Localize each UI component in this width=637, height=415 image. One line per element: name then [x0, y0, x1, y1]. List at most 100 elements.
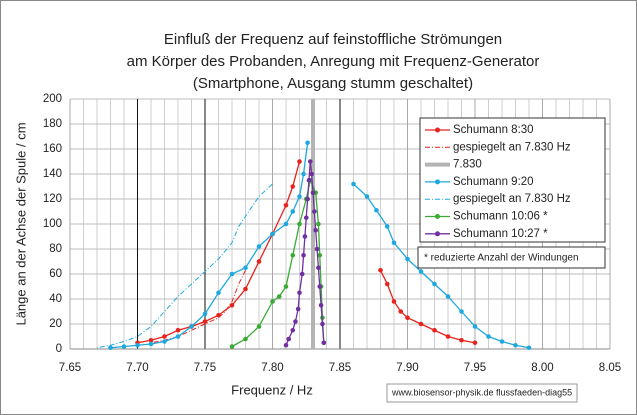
legend-label: Schumann 10:06 * — [453, 211, 548, 223]
y-tick-label: 140 — [43, 168, 62, 180]
data-point — [162, 334, 167, 339]
data-point — [283, 221, 289, 227]
data-point — [351, 181, 356, 187]
x-tick-label: 7.65 — [59, 362, 81, 374]
data-point — [472, 340, 478, 346]
data-point — [295, 306, 301, 312]
data-point — [301, 171, 306, 177]
data-point — [308, 159, 313, 164]
data-point — [121, 344, 127, 349]
data-point — [321, 340, 327, 346]
data-point — [290, 252, 296, 258]
legend-label: gespiegelt an 7.830 Hz — [453, 193, 571, 205]
data-point — [297, 194, 302, 199]
y-tick-label: 40 — [49, 293, 62, 305]
data-point — [108, 345, 113, 351]
data-point — [391, 299, 397, 304]
annotation-box — [417, 246, 606, 269]
data-point — [405, 256, 410, 262]
series-line — [231, 178, 325, 348]
data-point — [229, 302, 235, 308]
data-point — [276, 294, 282, 299]
data-point — [243, 336, 248, 342]
y-tick-label: 100 — [43, 218, 62, 230]
data-point — [316, 265, 321, 271]
legend-label: gespiegelt an 7.830 Hz — [453, 141, 571, 153]
source-box — [386, 383, 578, 403]
data-point — [513, 342, 518, 348]
data-point — [135, 342, 140, 348]
y-tick-label: 120 — [43, 193, 62, 205]
data-point — [243, 286, 248, 292]
data-point — [301, 252, 306, 258]
data-point — [216, 290, 221, 296]
data-point — [459, 309, 464, 314]
data-point — [229, 271, 235, 277]
data-point — [320, 321, 325, 327]
data-point — [270, 231, 275, 237]
data-point — [148, 341, 154, 347]
data-point — [297, 221, 302, 227]
data-point — [256, 244, 262, 249]
data-point — [405, 315, 410, 321]
data-point — [316, 221, 321, 227]
data-point — [189, 324, 194, 329]
legend: Schumann 8:30 gespiegelt an 7.830 Hz 7.830… — [419, 117, 606, 243]
data-point — [378, 267, 383, 273]
x-tick-label: 7.75 — [194, 362, 216, 374]
data-point — [297, 290, 302, 296]
data-point — [391, 240, 397, 246]
data-point — [243, 265, 248, 271]
data-point — [202, 319, 208, 324]
data-point — [148, 337, 154, 343]
x-axis-label: Frequenz / Hz — [231, 382, 313, 397]
data-point — [317, 284, 323, 289]
y-axis-label: Länge an der Achse der Spule / cm — [13, 122, 28, 325]
data-point — [432, 281, 437, 287]
data-point — [283, 342, 289, 348]
data-point — [418, 321, 424, 327]
data-point — [312, 209, 317, 214]
y-tick-label: 180 — [43, 118, 62, 130]
data-point — [175, 334, 181, 339]
data-point — [418, 269, 424, 274]
x-tick-label: 7.80 — [261, 362, 283, 374]
data-point — [202, 311, 208, 317]
chart-title: (Smartphone, Ausgang stumm geschaltet) — [193, 75, 473, 92]
data-point — [486, 334, 491, 339]
data-point — [290, 209, 296, 214]
data-point — [293, 319, 298, 324]
data-point — [305, 196, 310, 202]
legend-marker — [435, 214, 440, 219]
plot — [96, 99, 532, 351]
series-line — [96, 183, 273, 349]
data-point — [384, 281, 390, 287]
data-point — [309, 171, 314, 177]
data-point — [290, 327, 296, 333]
data-point — [283, 202, 289, 208]
legend-label: Schumann 8:30 — [453, 124, 534, 136]
data-point — [432, 327, 437, 333]
data-point — [364, 194, 370, 199]
series-line — [379, 269, 476, 344]
data-point — [313, 227, 319, 233]
data-point — [318, 302, 324, 308]
data-point — [162, 339, 167, 344]
data-point — [459, 337, 464, 343]
x-tick-label: 8.00 — [531, 362, 553, 374]
x-tick-label: 7.85 — [329, 362, 351, 374]
data-point — [256, 324, 262, 329]
annotation: * reduzierte Anzahl der Windungen — [424, 253, 579, 264]
data-point — [499, 339, 505, 344]
data-point — [472, 324, 478, 329]
x-tick-label: 7.95 — [464, 362, 486, 374]
data-point — [299, 271, 305, 277]
data-point — [526, 345, 532, 351]
y-tick-label: 20 — [49, 318, 62, 330]
data-point — [310, 190, 316, 196]
data-point — [317, 252, 323, 258]
data-point — [256, 259, 262, 264]
legend-box — [419, 117, 606, 243]
